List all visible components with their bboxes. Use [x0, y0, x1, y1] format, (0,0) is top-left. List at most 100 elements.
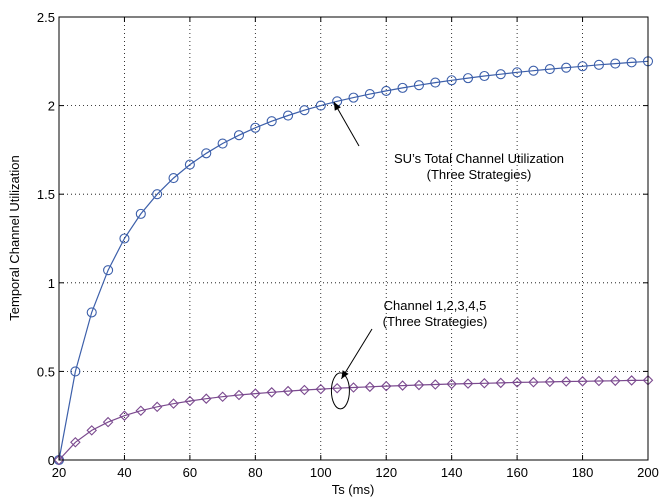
annotation-1-text: SU’s Total Channel Utilization [394, 151, 564, 166]
series-2-point [315, 383, 327, 395]
series-1-point [577, 61, 588, 72]
series-2-line [58, 379, 649, 461]
series-2-point [397, 380, 408, 391]
x-tick-label: 80 [248, 465, 262, 480]
series-2-point [413, 379, 425, 391]
x-axis-label: Ts (ms) [332, 482, 375, 497]
x-tick-label: 200 [637, 465, 659, 480]
series-2-point [200, 393, 212, 404]
annotation-2: Channel 1,2,3,4,5(Three Strategies) [330, 298, 488, 410]
series-1-line [58, 60, 649, 461]
series-2-point [233, 389, 245, 401]
series-2-point [250, 388, 261, 399]
series-1-point [495, 69, 506, 80]
series-2-point [380, 380, 392, 392]
annotation-1: SU’s Total Channel Utilization(Three Str… [333, 101, 564, 182]
y-tick-label: 2 [48, 99, 55, 114]
series-1-point [544, 64, 555, 75]
series-2-point [102, 416, 114, 428]
series-2-point [86, 425, 98, 436]
annotation-2-text: Channel 1,2,3,4,5 [384, 298, 487, 313]
series-1-point [299, 105, 310, 116]
series-layer [53, 56, 654, 466]
series-1-point [315, 100, 326, 111]
series-1-point [266, 116, 277, 127]
series-2-point [217, 391, 228, 403]
series-2 [53, 374, 654, 466]
x-tick-label: 120 [375, 465, 397, 480]
series-2-point [528, 376, 539, 388]
series-1-point [397, 82, 408, 93]
series-2-point [479, 377, 490, 389]
series-2-point [299, 384, 310, 396]
series-2-point [430, 379, 441, 390]
ticks: 20 40 60 80 100 120 140 160 180 200 0 0.5 1 1.5 2 2.5 [37, 10, 659, 480]
series-2-point [511, 377, 523, 388]
series-1-point [103, 265, 114, 276]
series-1-point [184, 159, 195, 170]
annotation-1-arrow [333, 101, 360, 147]
annotation-layer: SU’s Total Channel Utilization(Three Str… [330, 101, 564, 410]
series-1-point [201, 148, 212, 159]
series-1-point [152, 189, 163, 200]
series-1-point [413, 80, 424, 91]
x-tick-label: 60 [183, 465, 197, 480]
series-1-point [217, 138, 228, 149]
series-2-point [184, 395, 196, 407]
series-2-point [364, 381, 376, 393]
series-2-point [70, 437, 81, 448]
plot-frame [58, 16, 649, 461]
series-2-point [331, 382, 343, 394]
series-2-point [266, 387, 277, 398]
series-2-point [53, 454, 65, 466]
series-2-point [168, 398, 179, 409]
series-1-point [119, 233, 130, 244]
series-1-point [626, 57, 637, 68]
annotation-2-text: (Three Strategies) [383, 314, 488, 329]
series-1-point [430, 77, 441, 88]
series-1-point [512, 67, 523, 78]
series-1-point [528, 65, 539, 76]
annotation-1-text: (Three Strategies) [427, 167, 532, 182]
series-2-point [626, 375, 637, 386]
series-2-point [593, 375, 605, 387]
series-1-point [250, 122, 261, 133]
series-1-point [364, 89, 375, 100]
y-tick-label: 1 [48, 276, 55, 291]
series-1-point [446, 75, 457, 86]
y-tick-label: 1.5 [37, 187, 55, 202]
series-1-point [479, 70, 490, 82]
series-2-point [119, 410, 130, 421]
series-2-point [135, 405, 147, 417]
series-2-point [348, 382, 359, 393]
x-tick-label: 100 [310, 465, 332, 480]
x-tick-label: 40 [117, 465, 131, 480]
series-2-point [446, 378, 457, 390]
series-1-point [381, 85, 392, 96]
series-1-point [86, 307, 97, 318]
annotation-2-arrowhead [341, 370, 349, 379]
annotation-2-arrow [340, 328, 373, 380]
x-tick-label: 180 [572, 465, 594, 480]
series-1-point [462, 73, 474, 84]
series-2-point [462, 378, 474, 389]
series-1-point [168, 173, 179, 184]
x-tick-label: 140 [441, 465, 463, 480]
annotation-2-ellipse [330, 372, 350, 410]
y-axis-label: Temporal Channel Utilization [7, 155, 22, 320]
series-2-point [560, 376, 572, 387]
series-2-point [151, 401, 163, 413]
annotation-1-arrowhead [333, 102, 341, 111]
x-tick-label: 20 [52, 465, 66, 480]
x-tick-label: 160 [506, 465, 528, 480]
y-tick-label: 2.5 [37, 10, 55, 25]
series-2-point [495, 377, 507, 389]
series-1 [53, 56, 654, 466]
series-1-point [593, 59, 604, 70]
series-1-point [283, 110, 294, 121]
series-2-point [577, 376, 588, 387]
series-1-point [561, 62, 572, 73]
series-1-point [233, 130, 245, 141]
series-2-point [282, 385, 294, 397]
